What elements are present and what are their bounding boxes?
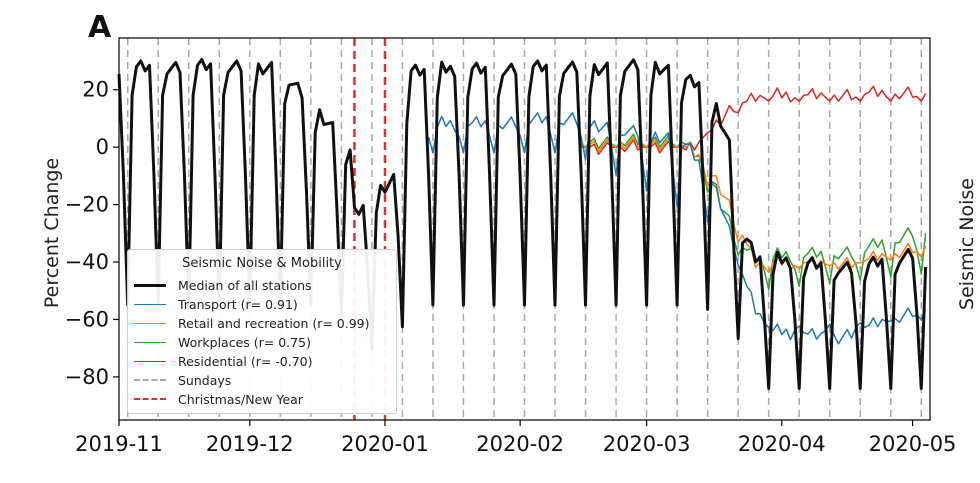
legend-swatch-workplaces [134, 341, 166, 343]
legend-item-christmas: Christmas/New Year [134, 390, 303, 408]
legend-swatch-sundays [134, 379, 166, 381]
legend-swatch-transport [134, 303, 166, 305]
x-tick-label-3: 2020-02 [476, 432, 564, 456]
legend-item-retail: Retail and recreation (r= 0.99) [134, 314, 370, 332]
series-line-residential [581, 85, 927, 156]
legend-swatch-residential [134, 360, 166, 362]
legend-label-christmas: Christmas/New Year [178, 391, 303, 407]
legend-label-retail: Retail and recreation (r= 0.99) [178, 315, 370, 331]
legend-swatch-retail [134, 322, 166, 324]
panel-label: A [88, 10, 112, 45]
x-tick-label-2: 2020-01 [341, 432, 429, 456]
y-axis-label: Percent Change [41, 157, 63, 309]
legend: Seismic Noise & Mobility Median of all s… [127, 249, 397, 414]
legend-label-median: Median of all stations [178, 277, 312, 293]
y-axis-label-right: Seismic Noise Change (%) [956, 178, 980, 310]
y-tick-label-3: −40 [65, 250, 109, 274]
x-tick-label-6: 2020-05 [869, 432, 957, 456]
legend-item-transport: Transport (r= 0.91) [134, 295, 298, 313]
legend-item-residential: Residential (r= -0.70) [134, 352, 313, 370]
y-tick-label-2: −20 [65, 193, 109, 217]
legend-item-workplaces: Workplaces (r= 0.75) [134, 333, 311, 351]
x-tick-label-0: 2019-11 [75, 432, 163, 456]
x-tick-label-1: 2019-12 [206, 432, 294, 456]
legend-label-sundays: Sundays [178, 372, 232, 388]
x-tick-label-5: 2020-04 [738, 432, 826, 456]
plot-frame [118, 37, 931, 421]
y-tick-label-1: 0 [96, 135, 109, 159]
legend-swatch-median [134, 283, 166, 287]
y-tick-label-4: −60 [65, 307, 109, 331]
legend-label-transport: Transport (r= 0.91) [178, 296, 298, 312]
legend-item-sundays: Sundays [134, 371, 231, 389]
series-line-workplaces [580, 133, 927, 291]
legend-item-median: Median of all stations [134, 276, 312, 294]
x-tick-label-4: 2020-03 [603, 432, 691, 456]
y-tick-label-5: −80 [65, 365, 109, 389]
legend-title: Seismic Noise & Mobility [182, 256, 342, 271]
y-tick-label-0: 20 [82, 78, 109, 102]
legend-label-workplaces: Workplaces (r= 0.75) [178, 334, 311, 350]
legend-label-residential: Residential (r= -0.70) [178, 353, 313, 369]
series-line-median [117, 58, 928, 390]
series-line-transport [427, 111, 927, 345]
legend-swatch-christmas [134, 398, 166, 400]
